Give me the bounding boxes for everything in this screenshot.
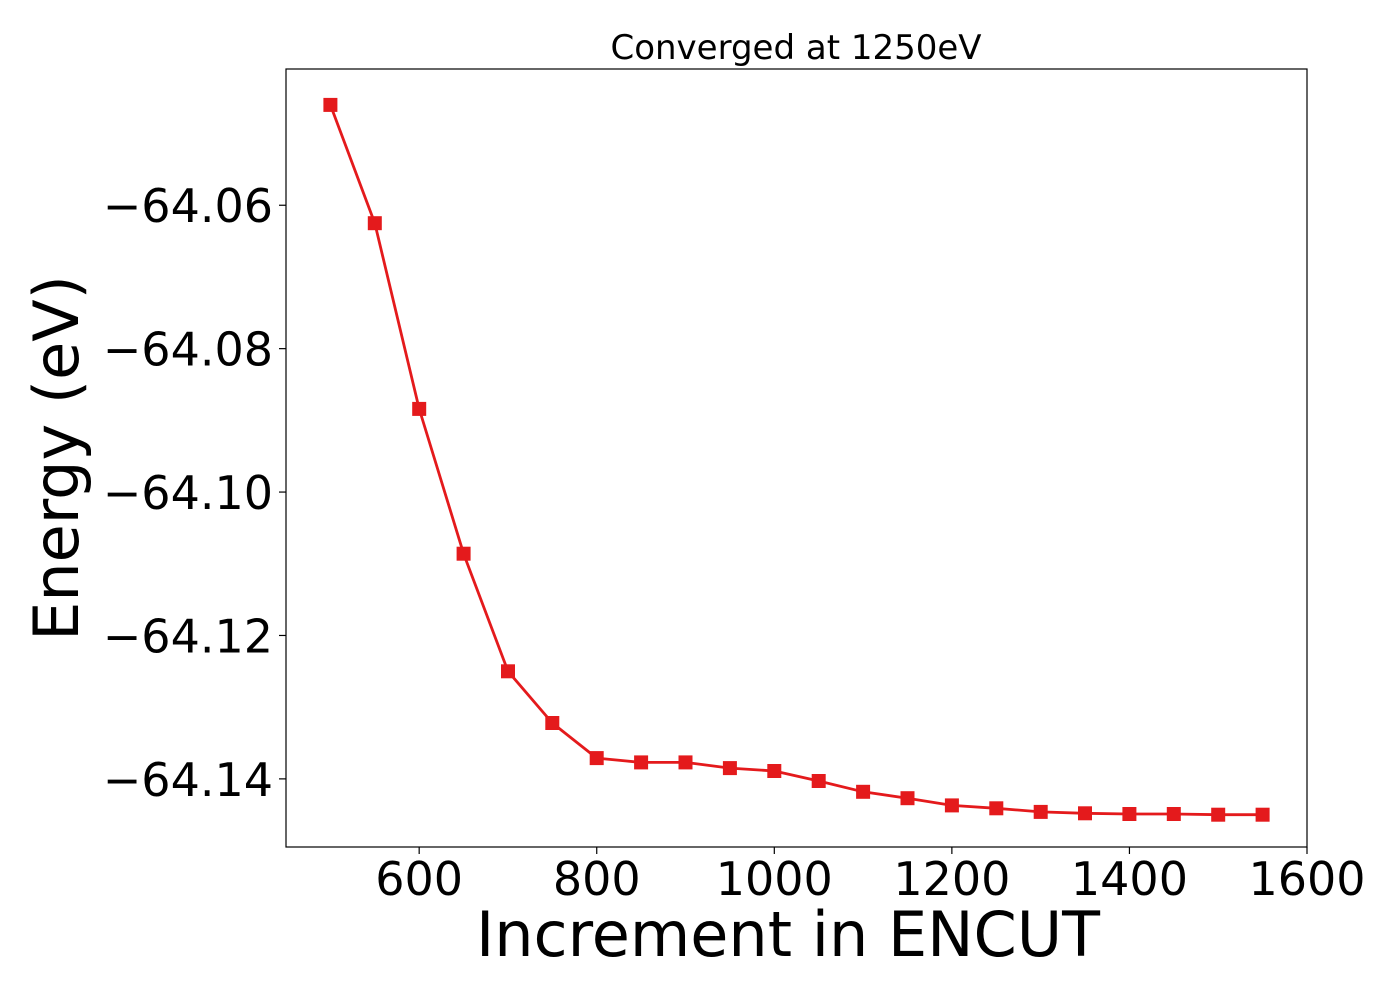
x-axis-title: Increment in ENCUT bbox=[476, 898, 1101, 971]
y-axis-ticks: −64.06 −64.08 −64.10 −64.12 −64.14 bbox=[103, 179, 286, 807]
x-tick-label: 800 bbox=[553, 852, 641, 906]
series-layer bbox=[323, 97, 1270, 822]
x-axis-ticks: 600 800 1000 1200 1400 1600 bbox=[375, 847, 1366, 906]
data-point-marker bbox=[456, 546, 471, 561]
y-tick-label: −64.10 bbox=[103, 466, 273, 520]
x-tick-label: 1400 bbox=[1071, 852, 1188, 906]
y-tick-label: −64.14 bbox=[103, 753, 273, 807]
data-point-marker bbox=[367, 216, 382, 231]
data-point-marker bbox=[944, 798, 959, 813]
x-tick-label: 600 bbox=[375, 852, 463, 906]
data-point-marker bbox=[900, 791, 915, 806]
x-tick-label: 1200 bbox=[893, 852, 1010, 906]
data-point-marker bbox=[1166, 807, 1181, 821]
data-point-marker bbox=[1255, 807, 1270, 822]
series-line bbox=[329, 104, 1263, 817]
data-point-marker bbox=[811, 774, 826, 788]
plot-area-frame bbox=[285, 68, 1308, 848]
data-point-marker bbox=[989, 801, 1004, 816]
y-tick-label: −64.06 bbox=[103, 179, 273, 233]
data-point-marker bbox=[323, 97, 338, 112]
y-axis-title: Energy (eV) bbox=[20, 275, 93, 641]
data-point-marker bbox=[722, 761, 737, 776]
data-point-marker bbox=[1211, 807, 1226, 822]
data-point-marker bbox=[1122, 807, 1137, 821]
x-tick-label: 1600 bbox=[1248, 852, 1365, 906]
chart-title: Converged at 1250eV bbox=[610, 28, 981, 68]
data-point-marker bbox=[412, 401, 427, 416]
data-point-marker bbox=[678, 755, 693, 770]
data-point-marker bbox=[589, 751, 604, 766]
y-tick-label: −64.12 bbox=[103, 609, 273, 663]
data-point-marker bbox=[545, 716, 560, 730]
data-point-marker bbox=[767, 764, 782, 778]
x-tick-label: 1000 bbox=[716, 852, 833, 906]
data-point-marker bbox=[856, 784, 871, 799]
data-point-marker bbox=[501, 664, 515, 679]
y-tick-label: −64.08 bbox=[103, 323, 273, 377]
data-point-marker bbox=[634, 755, 649, 770]
data-point-marker bbox=[1033, 804, 1048, 819]
data-point-marker bbox=[1078, 806, 1092, 821]
